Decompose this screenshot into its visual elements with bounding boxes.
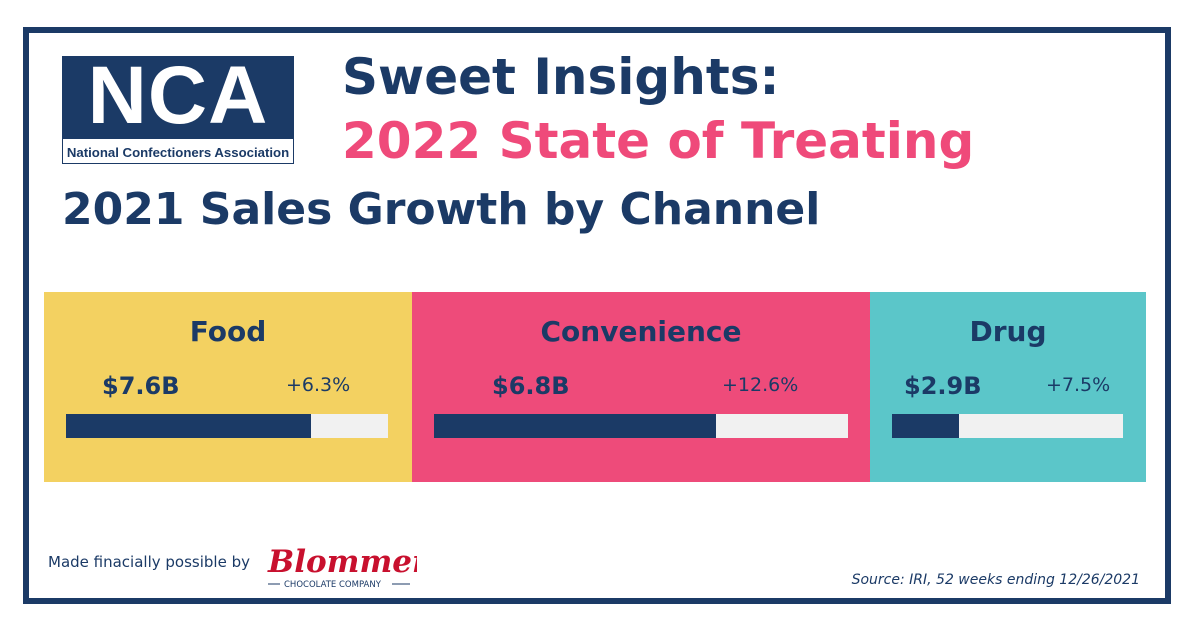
- panel-convenience-bar-fill: [434, 414, 716, 438]
- panel-food-bar-track: [66, 414, 388, 438]
- nca-logo: NCA National Confectioners Association: [62, 50, 294, 164]
- channel-panels: Food $7.6B +6.3% Convenience $6.8B +12.6% Drug…: [44, 292, 1146, 482]
- panel-drug-label: Drug: [969, 315, 1047, 348]
- nca-logo-letters: NCA: [87, 50, 269, 141]
- blommer-logo: Blommer CHOCOLATE COMPANY: [267, 544, 417, 590]
- nca-logo-subtitle-text: National Confectioners Association: [64, 145, 292, 160]
- subheadline: 2022 State of Treating: [342, 112, 975, 170]
- panel-convenience-value: $6.8B: [492, 372, 570, 400]
- sponsor-text: Made finacially possible by: [48, 553, 250, 571]
- panel-food-value: $7.6B: [102, 372, 180, 400]
- panel-drug-bar-track: [892, 414, 1123, 438]
- blommer-logo-wordmark: Blommer: [267, 544, 417, 580]
- panel-food-label: Food: [189, 315, 267, 348]
- panel-convenience-bar-track: [434, 414, 848, 438]
- panel-convenience-growth: +12.6%: [722, 374, 799, 396]
- chart-title: 2021 Sales Growth by Channel: [62, 184, 821, 235]
- panel-drug-bar-fill: [892, 414, 959, 438]
- blommer-logo-subtext: CHOCOLATE COMPANY: [284, 580, 382, 590]
- panel-food: Food $7.6B +6.3%: [44, 292, 412, 482]
- panel-convenience: Convenience $6.8B +12.6%: [412, 292, 870, 482]
- panel-food-growth: +6.3%: [286, 374, 351, 396]
- nca-logo-subtitle: National Confectioners Association: [63, 139, 293, 163]
- panel-drug-growth: +7.5%: [1046, 374, 1111, 396]
- panel-food-bar-fill: [66, 414, 311, 438]
- panel-drug: Drug $2.9B +7.5%: [870, 292, 1146, 482]
- headline: Sweet Insights:: [342, 48, 780, 106]
- panel-convenience-label: Convenience: [540, 315, 742, 348]
- source-note: Source: IRI, 52 weeks ending 12/26/2021: [851, 572, 1140, 588]
- panel-drug-value: $2.9B: [904, 372, 982, 400]
